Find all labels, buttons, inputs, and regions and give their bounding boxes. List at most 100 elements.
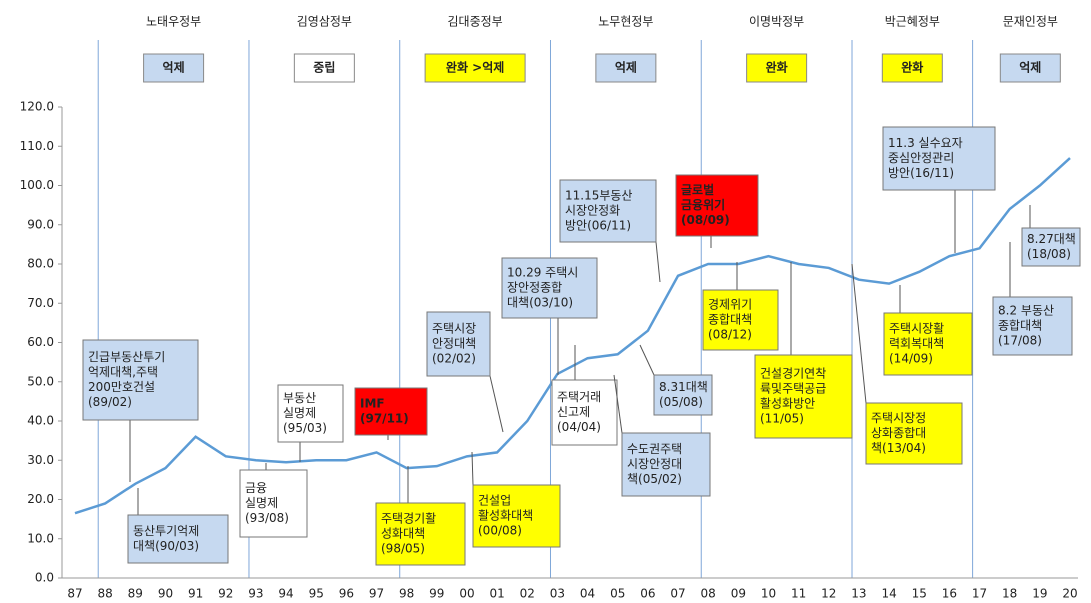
x-tick-label: 11 <box>791 587 806 601</box>
policy-box <box>881 53 943 83</box>
annotation-box <box>1021 227 1081 267</box>
y-tick-label: 30.0 <box>27 453 54 467</box>
x-tick-label: 09 <box>731 587 746 601</box>
annotation-box <box>559 179 657 243</box>
annotation-arrow <box>851 263 867 404</box>
x-tick-label: 10 <box>761 587 776 601</box>
annotation-box <box>675 174 759 237</box>
x-tick-label: 00 <box>459 587 474 601</box>
policy-box <box>424 53 526 83</box>
y-tick-label: 20.0 <box>27 492 54 506</box>
annotation-text: 대책(90/03) <box>133 538 199 553</box>
annotation-text: 금융위기 <box>681 197 725 212</box>
y-tick-label: 110.0 <box>20 139 54 153</box>
y-tick-label: 50.0 <box>27 374 54 388</box>
x-tick-label: 97 <box>369 587 384 601</box>
annotation-text: 수도권주택 <box>627 442 682 456</box>
annotation-box <box>426 311 491 377</box>
annotation-text: 책(05/02) <box>627 471 682 486</box>
annotation-text: 상화종합대 <box>871 426 926 440</box>
government-name: 이명박정부 <box>749 15 804 29</box>
x-tick-label: 12 <box>821 587 836 601</box>
policy-box <box>143 53 205 83</box>
annotation-box <box>754 354 853 439</box>
annotation-text: 8.27대책 <box>1027 231 1076 246</box>
y-tick-label: 70.0 <box>27 296 54 310</box>
annotation-box <box>621 432 711 497</box>
policy-label: 억제 <box>163 61 185 75</box>
annotation-box <box>239 469 308 538</box>
x-tick-label: 01 <box>489 587 504 601</box>
annotation-text: 방안(16/11) <box>888 166 954 180</box>
annotation-text: (14/09) <box>889 352 933 366</box>
y-tick-label: 100.0 <box>20 178 54 192</box>
x-tick-label: 13 <box>851 587 866 601</box>
annotation-text: 중심안정관리 <box>888 151 954 165</box>
x-tick-label: 08 <box>701 587 716 601</box>
annotation-text: 긴급부동산투기 <box>88 350 165 364</box>
x-tick-label: 93 <box>248 587 263 601</box>
annotation-text: (08/09) <box>681 213 730 227</box>
annotation-text: 시장안정대 <box>627 457 682 471</box>
annotation-text: 주택경기활 <box>381 512 436 526</box>
annotation-arrow <box>471 451 474 486</box>
annotation-box <box>501 257 598 319</box>
annotation-text: 방안(06/11) <box>565 219 631 233</box>
annotation-text: 11.15부동산 <box>565 189 632 203</box>
annotation-text: (17/08) <box>998 334 1042 348</box>
annotation-box <box>702 289 779 351</box>
x-tick-label: 16 <box>942 587 957 601</box>
government-name: 박근혜정부 <box>885 15 940 29</box>
annotation-text: 실명제 <box>283 406 316 420</box>
annotation-text: (05/08) <box>659 395 703 409</box>
annotation-text: (11/05) <box>760 412 804 426</box>
x-tick-label: 04 <box>580 587 595 601</box>
x-tick-label: 89 <box>128 587 143 601</box>
annotation-text: 부동산 <box>283 391 316 405</box>
annotation-text: 활성화대책 <box>478 508 533 523</box>
policy-label: 완화 <box>901 60 923 75</box>
y-tick-label: 10.0 <box>27 531 54 545</box>
annotation-text: (08/12) <box>708 328 752 342</box>
x-tick-label: 99 <box>429 587 444 601</box>
y-tick-label: 120.0 <box>20 100 54 114</box>
policy-label: 완화 <box>766 60 788 75</box>
annotation: 8.27대책(18/08) <box>1021 205 1081 267</box>
annotation-text: 8.31대책 <box>659 379 708 394</box>
y-tick-label: 90.0 <box>27 217 54 231</box>
policy-label: 억제 <box>1019 61 1041 75</box>
annotation-text: 신고제 <box>557 405 590 419</box>
annotation-box <box>82 339 199 421</box>
annotation-text: 력회복대책 <box>889 336 944 351</box>
annotation-text: (04/04) <box>557 420 601 434</box>
annotation-box <box>375 502 466 566</box>
annotation-text: 성화대책 <box>381 526 425 541</box>
annotation-text: 주택시장활 <box>889 322 944 336</box>
annotation-box <box>354 387 428 436</box>
policy-label: 억제 <box>615 61 637 75</box>
government-name: 노태우정부 <box>146 15 201 29</box>
y-tick-label: 80.0 <box>27 257 54 271</box>
x-tick-label: 98 <box>399 587 414 601</box>
annotation-box <box>653 374 713 416</box>
annotation: 8.31대책(05/08) <box>639 344 713 416</box>
x-tick-label: 07 <box>670 587 685 601</box>
annotation-text: 대책(03/10) <box>507 295 573 310</box>
x-tick-label: 20 <box>1062 587 1077 601</box>
annotation-text: 주택시장정 <box>871 411 926 425</box>
annotation-text: 건설경기연착 <box>760 367 826 381</box>
annotation-text: 시장안정화 <box>565 204 620 218</box>
x-tick-label: 02 <box>520 587 535 601</box>
annotation-text: (89/02) <box>88 395 132 409</box>
policy-label: 중립 <box>313 61 335 75</box>
